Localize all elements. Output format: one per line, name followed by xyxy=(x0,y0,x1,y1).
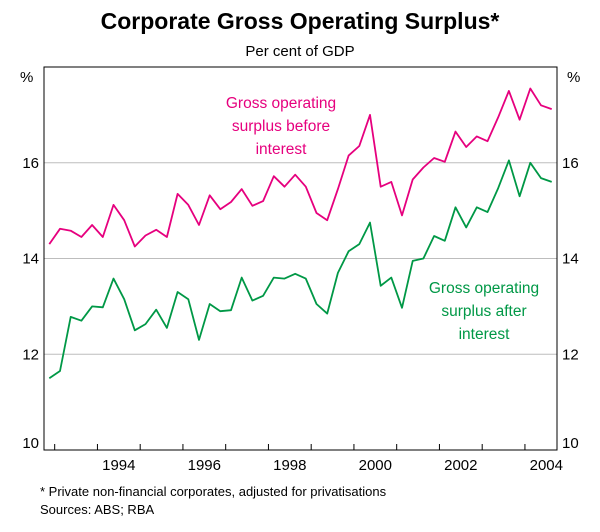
series-label-before-interest: Gross operating surplus before interest xyxy=(226,95,336,158)
series-line-after-interest xyxy=(48,159,553,379)
series-label-line: Gross operating xyxy=(429,280,539,297)
sources: Sources: ABS; RBA xyxy=(40,502,154,517)
chart-subtitle: Per cent of GDP xyxy=(245,43,354,60)
x-tick-label: 2004 xyxy=(530,457,563,474)
y-tick-label-left: 16 xyxy=(22,155,39,172)
plot-frame xyxy=(43,66,558,451)
x-tick-label: 2002 xyxy=(444,457,477,474)
x-tick-label: 2000 xyxy=(359,457,392,474)
y-tick-labels: 10 10 12 12 14 14 16 16 xyxy=(22,155,578,452)
y-tick-label-left: 12 xyxy=(22,346,39,363)
x-ticks: 1994 1996 1998 2000 2002 2004 xyxy=(54,444,563,474)
y-tick-label-right: 14 xyxy=(562,251,579,268)
series-label-line: interest xyxy=(459,326,511,343)
x-tick-label: 1994 xyxy=(102,457,135,474)
y-tick-label-left: 10 xyxy=(22,435,39,452)
series-label-line: Gross operating xyxy=(226,95,336,112)
series-label-line: surplus before xyxy=(232,118,330,135)
y-tick-label-left: 14 xyxy=(22,251,39,268)
x-tick-label: 1998 xyxy=(273,457,306,474)
series-label-line: surplus after xyxy=(441,303,526,320)
y-tick-label-right: 16 xyxy=(562,155,579,172)
y-axis-unit-right: % xyxy=(567,69,580,86)
gridlines xyxy=(44,162,557,355)
y-tick-label-right: 10 xyxy=(562,435,579,452)
series-lines xyxy=(48,87,553,379)
y-axis-unit-left: % xyxy=(20,69,33,86)
series-line-before-interest xyxy=(48,87,553,248)
series-label-after-interest: Gross operating surplus after interest xyxy=(429,280,539,343)
chart-title: Corporate Gross Operating Surplus* xyxy=(101,8,500,34)
footnote: * Private non-financial corporates, adju… xyxy=(40,484,387,499)
series-label-line: interest xyxy=(256,141,308,158)
y-tick-label-right: 12 xyxy=(562,346,579,363)
x-tick-label: 1996 xyxy=(188,457,221,474)
